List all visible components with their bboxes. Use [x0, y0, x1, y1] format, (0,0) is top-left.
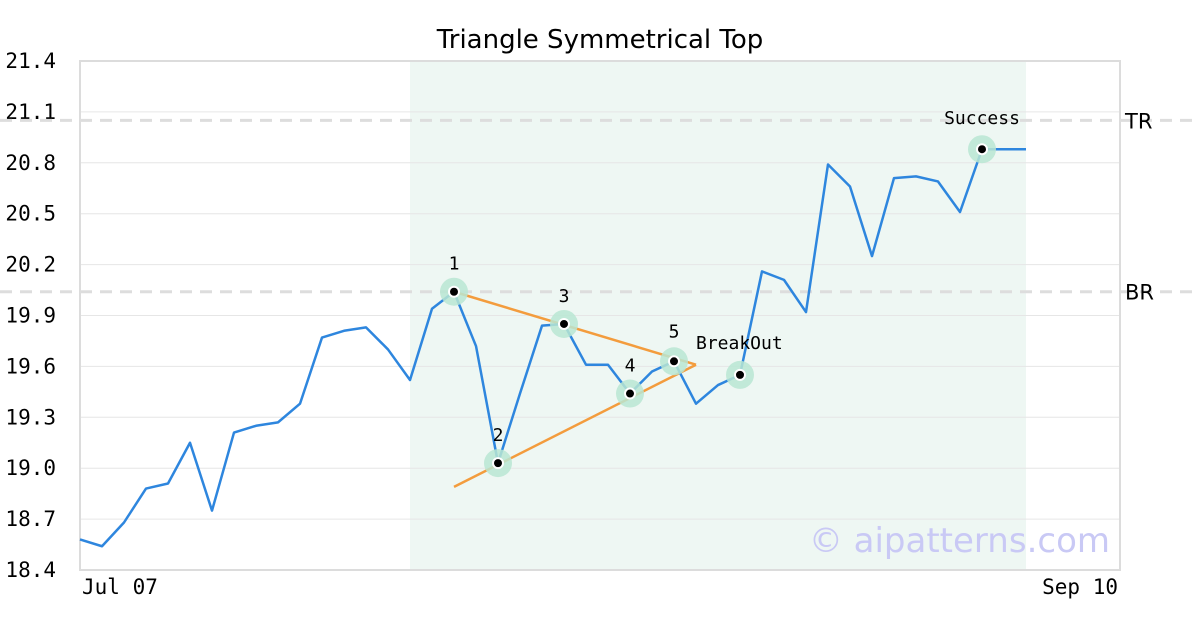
- plot-frame: [79, 60, 1121, 571]
- pattern-point-label: BreakOut: [696, 333, 783, 354]
- pattern-point: [558, 317, 570, 330]
- pattern-point-label: Success: [944, 108, 1020, 129]
- chart-title: Triangle Symmetrical Top: [436, 25, 764, 55]
- pattern-point: [734, 368, 746, 381]
- x-tick-label-start: Jul 07: [82, 575, 158, 599]
- y-tick-label: 20.8: [5, 151, 56, 175]
- pattern-point-label: 5: [669, 321, 680, 342]
- y-tick-label: 20.5: [5, 202, 56, 226]
- pattern-point-label: 4: [625, 356, 636, 377]
- y-tick-label: 19.0: [5, 456, 56, 480]
- pattern-point-label: 1: [449, 254, 460, 275]
- y-tick-label: 18.7: [5, 507, 56, 531]
- y-tick-label: 19.3: [5, 405, 56, 429]
- pattern-point: [976, 143, 988, 156]
- pattern-point-label: 3: [559, 286, 570, 307]
- y-tick-label: 19.6: [5, 354, 56, 378]
- pattern-point: [492, 457, 504, 470]
- x-tick-label-end: Sep 10: [1042, 575, 1118, 599]
- level-label: TR: [1124, 109, 1152, 133]
- y-tick-label: 21.4: [5, 49, 56, 73]
- pattern-point: [624, 387, 636, 400]
- y-tick-label: 19.9: [5, 304, 56, 328]
- pattern-point: [668, 355, 680, 368]
- pattern-point: [448, 285, 460, 298]
- y-tick-label: 20.2: [5, 253, 56, 277]
- watermark: © aipatterns.com: [809, 521, 1110, 561]
- y-tick-label: 18.4: [5, 558, 56, 582]
- pattern-point-label: 2: [493, 425, 504, 446]
- level-label: BR: [1125, 281, 1154, 305]
